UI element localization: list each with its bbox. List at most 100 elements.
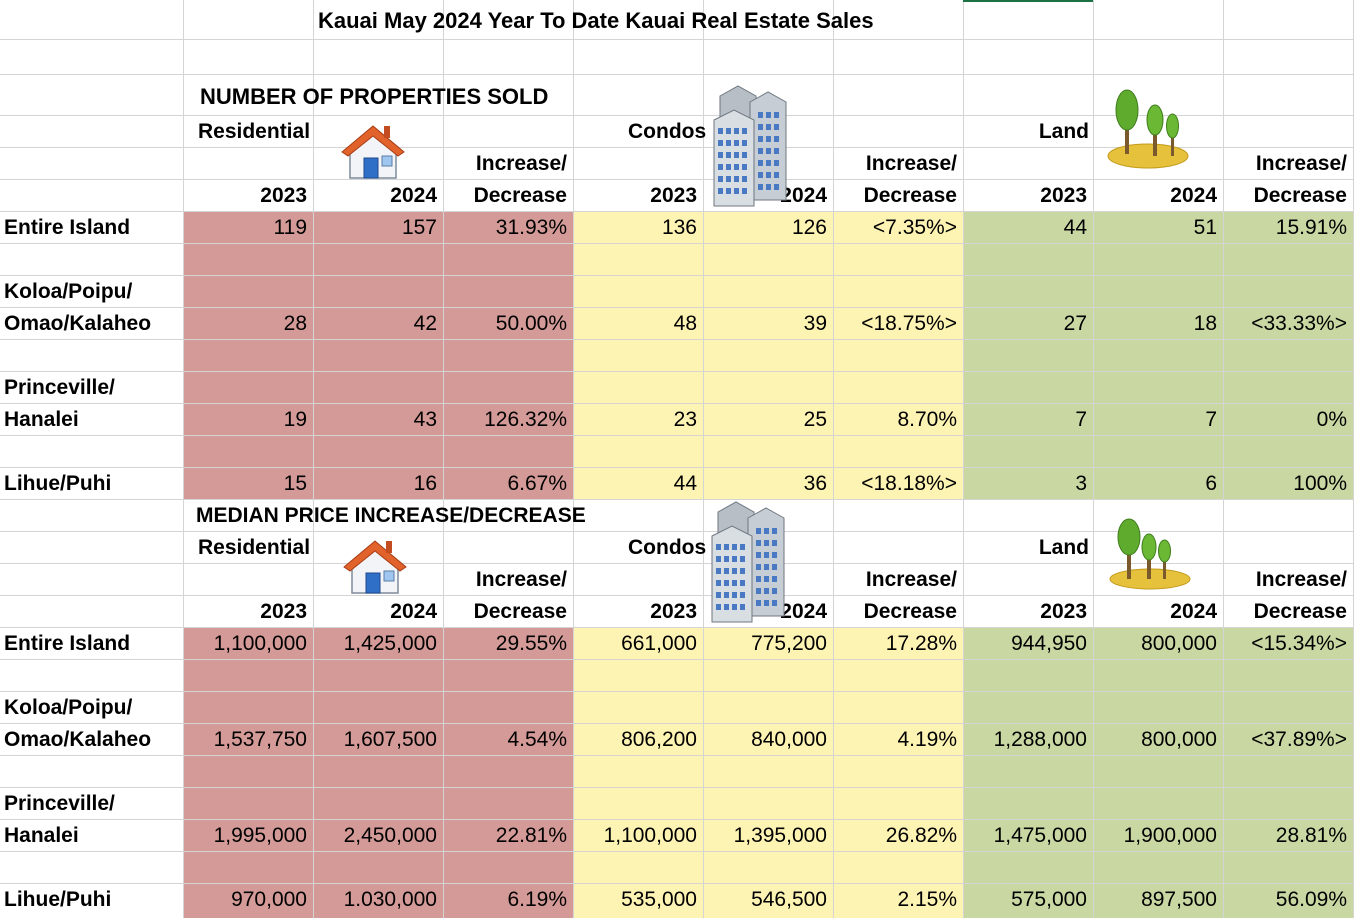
- table-cell: 51: [1193, 216, 1217, 239]
- year-2023-res: 2023: [260, 184, 307, 207]
- table-cell: 1,475,000: [993, 824, 1087, 847]
- table-cell: 19: [283, 408, 307, 431]
- table-cell: 18: [1193, 312, 1217, 335]
- row-label: Omao/Kalaheo: [4, 728, 152, 751]
- table-cell: 1,995,000: [213, 824, 307, 847]
- group-condos: Condos: [628, 120, 707, 143]
- table-cell: 39: [803, 312, 827, 335]
- table-cell: 126: [791, 216, 827, 239]
- table-cell: 44: [673, 472, 697, 495]
- inc-top-land: Increase/: [1255, 152, 1347, 175]
- year-2024-condo: 2024: [780, 184, 827, 207]
- row-label: Princeville/: [4, 792, 115, 815]
- table-cell: 4.19%: [897, 728, 957, 751]
- table-cell: 126.32%: [484, 408, 567, 431]
- table-cell: 16: [413, 472, 437, 495]
- table-cell: 22.81%: [495, 824, 567, 847]
- inc-bottom-res: Decrease: [473, 184, 567, 207]
- table-cell: 2,450,000: [343, 824, 437, 847]
- table-cell: 136: [661, 216, 697, 239]
- table-cell: <37.89%>: [1251, 728, 1347, 751]
- page-title: Kauai May 2024 Year To Date Kauai Real E…: [318, 8, 874, 33]
- land-fill-1: [963, 212, 1354, 500]
- trees-icon: [1107, 89, 1189, 169]
- table-cell: 7: [1075, 408, 1087, 431]
- inc-top-land: Increase/: [1255, 568, 1347, 591]
- table-cell: 970,000: [231, 888, 307, 911]
- table-cell: 119: [273, 216, 307, 239]
- table-cell: 100%: [1293, 472, 1347, 495]
- inc-top-condo: Increase/: [865, 152, 957, 175]
- table-cell: 1,395,000: [733, 824, 827, 847]
- house-icon: [341, 125, 405, 179]
- table-cell: 6.19%: [507, 888, 567, 911]
- table-cell: 897,500: [1141, 888, 1217, 911]
- table-cell: 806,200: [621, 728, 697, 751]
- year-2023-res: 2023: [260, 600, 307, 623]
- table-cell: 535,000: [621, 888, 697, 911]
- table-cell: 15.91%: [1275, 216, 1347, 239]
- table-cell: 1.030,000: [343, 888, 437, 911]
- group-land: Land: [1038, 536, 1089, 559]
- table-cell: <33.33%>: [1251, 312, 1347, 335]
- inc-bottom-res: Decrease: [473, 600, 567, 623]
- table-cell: 661,000: [621, 632, 697, 655]
- group-land: Land: [1038, 120, 1089, 143]
- row-label: Lihue/Puhi: [4, 472, 112, 495]
- table-cell: 1,607,500: [343, 728, 437, 751]
- year-2023-condo: 2023: [650, 600, 697, 623]
- condos-fill-1: [573, 212, 963, 500]
- table-cell: 1,288,000: [993, 728, 1087, 751]
- table-cell: 25: [803, 408, 827, 431]
- inc-bottom-land: Decrease: [1253, 184, 1347, 207]
- table-cell: 44: [1063, 216, 1087, 239]
- table-cell: 4.54%: [507, 728, 567, 751]
- table-cell: 36: [803, 472, 827, 495]
- row-label: Omao/Kalaheo: [4, 312, 152, 335]
- table-cell: 800,000: [1141, 728, 1217, 751]
- table-cell: 28: [283, 312, 307, 335]
- year-2023-land: 2023: [1040, 184, 1087, 207]
- inc-bottom-condo: Decrease: [863, 600, 957, 623]
- table-cell: 29.55%: [495, 632, 567, 655]
- row-label: Koloa/Poipu/: [4, 280, 133, 303]
- table-cell: 42: [413, 312, 437, 335]
- table-cell: 944,950: [1011, 632, 1087, 655]
- section-heading-sold: NUMBER OF PROPERTIES SOLD: [200, 84, 549, 109]
- row-label: Princeville/: [4, 376, 115, 399]
- house-icon: [343, 540, 407, 594]
- inc-bottom-land: Decrease: [1253, 600, 1347, 623]
- table-cell: 1,100,000: [213, 632, 307, 655]
- table-cell: 15: [283, 472, 307, 495]
- table-cell: 2.15%: [897, 888, 957, 911]
- table-cell: <18.18%>: [861, 472, 957, 495]
- table-cell: 1,100,000: [603, 824, 697, 847]
- year-2024-res: 2024: [390, 184, 437, 207]
- row-label: Hanalei: [4, 408, 79, 431]
- group-residential: Residential: [198, 536, 311, 559]
- row-label: Hanalei: [4, 824, 79, 847]
- residential-fill-2: [183, 628, 573, 918]
- buildings-icon: [711, 501, 785, 623]
- buildings-icon: [713, 85, 787, 207]
- table-cell: 0%: [1316, 408, 1347, 431]
- year-2023-land: 2023: [1040, 600, 1087, 623]
- table-cell: 8.70%: [897, 408, 957, 431]
- year-2024-land: 2024: [1170, 600, 1217, 623]
- inc-top-res: Increase/: [475, 152, 567, 175]
- table-cell: 1,537,750: [213, 728, 307, 751]
- table-cell: 50.00%: [495, 312, 567, 335]
- year-2024-res: 2024: [390, 600, 437, 623]
- table-cell: 775,200: [751, 632, 827, 655]
- inc-top-res: Increase/: [475, 568, 567, 591]
- table-cell: 48: [673, 312, 697, 335]
- table-cell: 157: [401, 216, 437, 239]
- table-cell: <18.75%>: [861, 312, 957, 335]
- condos-fill-2: [573, 628, 963, 918]
- year-2023-condo: 2023: [650, 184, 697, 207]
- table-cell: 28.81%: [1275, 824, 1347, 847]
- year-2024-condo: 2024: [780, 600, 827, 623]
- table-cell: 7: [1205, 408, 1217, 431]
- row-label: Entire Island: [4, 216, 131, 239]
